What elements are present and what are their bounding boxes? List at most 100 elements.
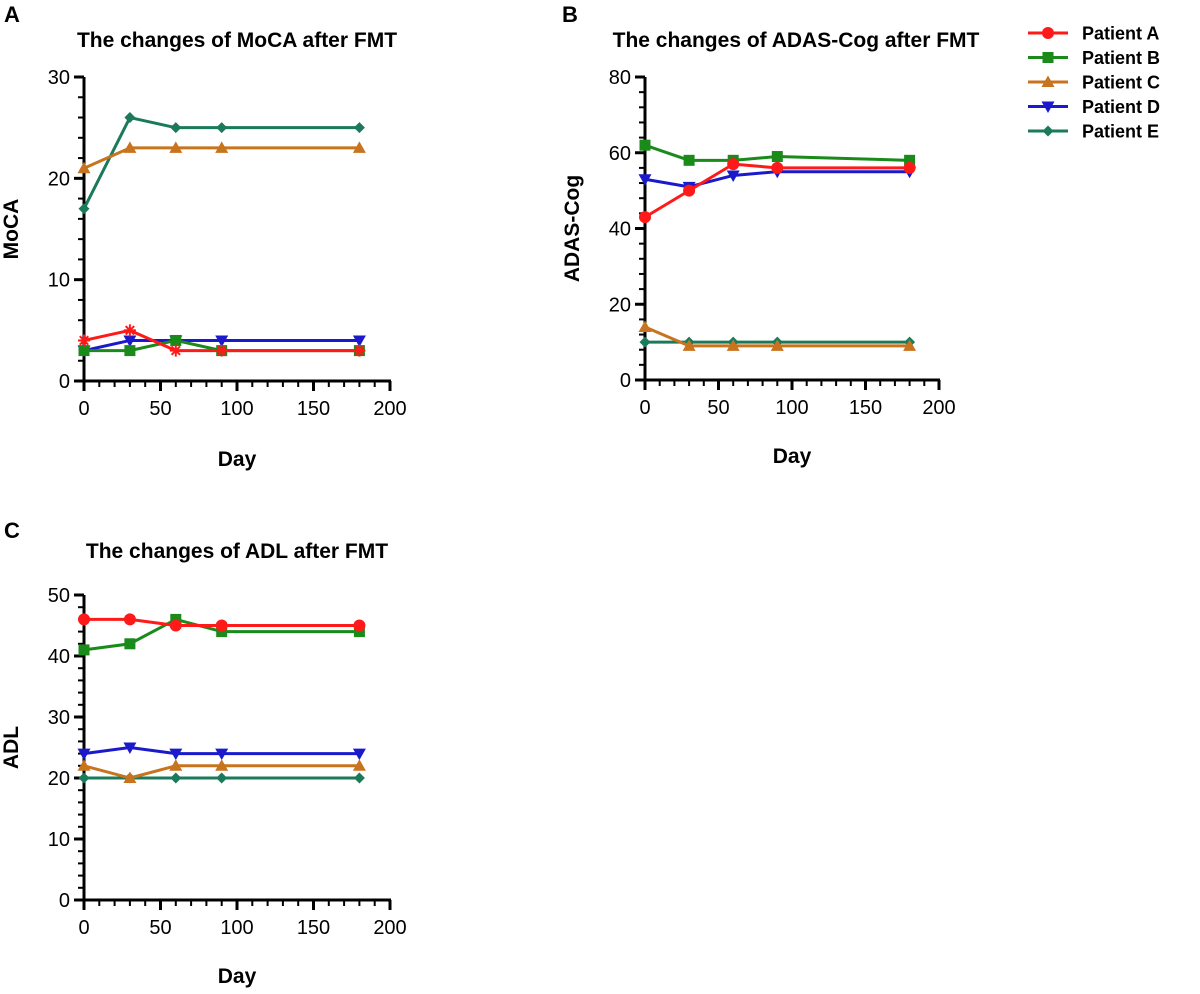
panel-c: C The changes of ADL after FMT 0 10 20 30 40 50… xyxy=(0,518,407,988)
x-tick-label: 100 xyxy=(220,398,253,420)
y-axis-label: ADL xyxy=(0,726,23,769)
panel-letter: A xyxy=(4,2,20,27)
data-point xyxy=(215,748,229,761)
data-point xyxy=(123,141,137,153)
x-tick-label: 150 xyxy=(297,917,330,939)
data-point xyxy=(353,344,366,357)
x-tick-label: 0 xyxy=(78,917,89,939)
data-point xyxy=(123,771,137,783)
legend: Patient A Patient B Patient C Patient D Pati… xyxy=(1028,24,1160,142)
data-point xyxy=(78,334,90,347)
series-patient-a xyxy=(78,324,366,357)
data-point xyxy=(78,772,90,784)
data-point xyxy=(770,339,784,351)
legend-label: Patient A xyxy=(1082,24,1159,44)
y-tick-label: 50 xyxy=(48,585,70,607)
series-patient-b xyxy=(78,613,365,656)
x-tick-label: 50 xyxy=(149,917,171,939)
data-point xyxy=(353,626,365,638)
y-tick-label: 10 xyxy=(48,829,70,851)
data-point xyxy=(77,759,91,771)
x-axis-label: Day xyxy=(218,448,257,471)
x-tick-label: 50 xyxy=(149,398,171,420)
data-point xyxy=(215,344,228,357)
series-patient-d xyxy=(77,742,366,761)
data-point xyxy=(169,748,183,761)
data-point xyxy=(903,161,916,174)
data-point xyxy=(216,772,228,784)
data-point xyxy=(771,151,783,163)
y-tick-label: 20 xyxy=(48,768,70,790)
data-point xyxy=(123,613,136,626)
data-point xyxy=(683,184,696,197)
x-axis-label: Day xyxy=(773,445,812,468)
legend-marker xyxy=(1041,101,1055,113)
data-point xyxy=(123,742,137,754)
data-point xyxy=(639,139,651,151)
legend-entry-patient-a: Patient A xyxy=(1028,24,1159,44)
chart-title: The changes of ADAS-Cog after FMT xyxy=(613,29,980,52)
data-point xyxy=(78,644,90,656)
legend-marker xyxy=(1042,27,1054,39)
y-tick-label: 40 xyxy=(609,219,631,241)
panel-letter: C xyxy=(4,518,20,543)
data-point xyxy=(215,619,228,632)
data-point xyxy=(639,211,651,224)
data-point xyxy=(638,174,652,186)
data-point xyxy=(169,344,182,357)
data-point xyxy=(170,122,182,134)
y-tick-label: 10 xyxy=(48,270,70,292)
data-point xyxy=(78,345,90,357)
y-tick-label: 60 xyxy=(609,143,631,165)
data-point xyxy=(682,339,696,351)
legend-marker xyxy=(1041,75,1055,87)
legend-label: Patient C xyxy=(1082,73,1160,93)
series-patient-a xyxy=(78,613,366,632)
data-point xyxy=(683,154,695,166)
data-point xyxy=(123,324,136,337)
data-point xyxy=(352,748,366,761)
data-point xyxy=(123,335,137,347)
series-patient-c xyxy=(638,320,917,351)
series-patient-e xyxy=(78,772,365,784)
legend-label: Patient E xyxy=(1082,122,1159,142)
data-point xyxy=(771,161,784,174)
data-point xyxy=(352,335,366,347)
data-point xyxy=(215,759,229,771)
data-point xyxy=(124,345,136,357)
data-point xyxy=(170,772,182,784)
data-point xyxy=(169,141,183,153)
data-point xyxy=(216,122,228,134)
series-patient-e xyxy=(78,112,365,215)
data-point xyxy=(726,170,740,182)
data-point xyxy=(124,112,136,124)
data-point xyxy=(353,772,365,784)
x-tick-label: 150 xyxy=(849,397,882,419)
data-point xyxy=(170,613,182,625)
y-tick-label: 0 xyxy=(620,370,631,392)
data-point xyxy=(169,619,182,632)
data-point xyxy=(78,613,90,626)
data-point xyxy=(903,339,917,351)
x-tick-label: 50 xyxy=(707,397,729,419)
series-patient-c xyxy=(77,141,366,174)
data-point xyxy=(352,141,366,153)
y-tick-label: 30 xyxy=(48,707,70,729)
series-patient-a xyxy=(639,158,916,224)
data-point xyxy=(726,339,740,351)
legend-entry-patient-c: Patient C xyxy=(1028,73,1160,93)
panel-b: B The changes of ADAS-Cog after FMT 0 20 40 6… xyxy=(561,2,980,468)
y-tick-label: 20 xyxy=(609,294,631,316)
y-tick-label: 0 xyxy=(59,371,70,393)
x-tick-label: 150 xyxy=(297,398,330,420)
data-point xyxy=(124,638,136,650)
legend-entry-patient-e: Patient E xyxy=(1028,122,1159,142)
data-point xyxy=(170,334,182,346)
x-tick-label: 200 xyxy=(373,398,406,420)
data-point xyxy=(216,626,228,638)
y-tick-label: 30 xyxy=(48,67,70,89)
data-point xyxy=(78,203,90,215)
x-axis-label: Day xyxy=(218,965,257,988)
